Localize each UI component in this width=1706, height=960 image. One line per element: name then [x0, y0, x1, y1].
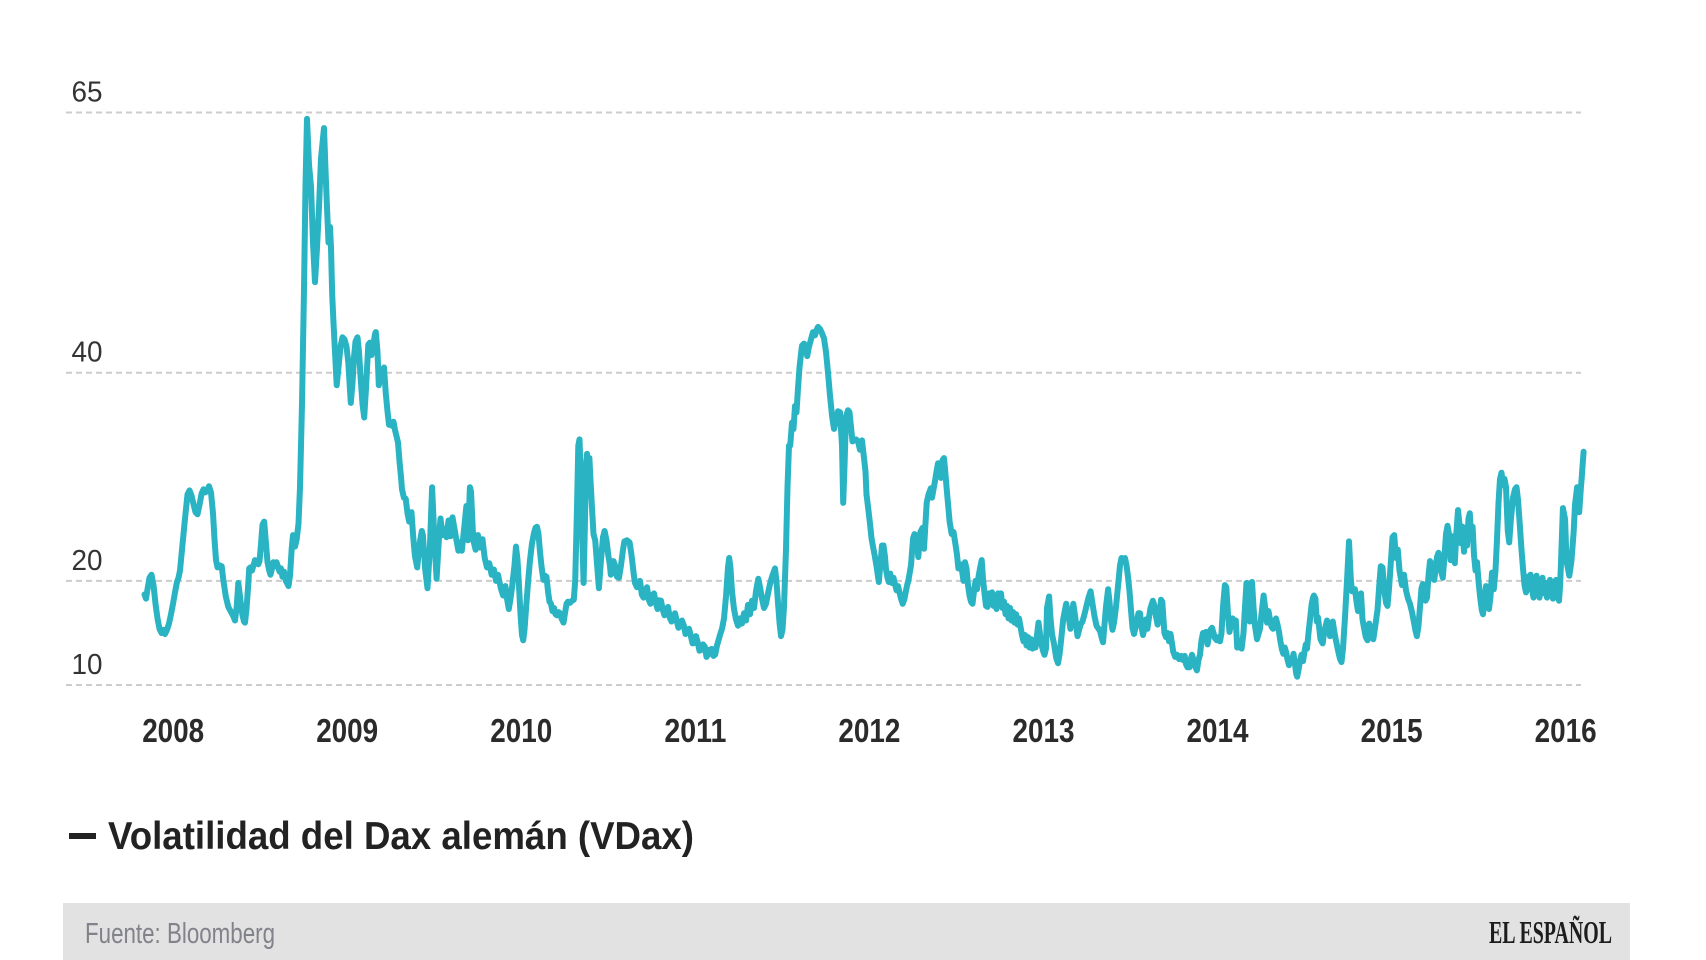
svg-text:EL ESPAÑOL: EL ESPAÑOL	[1489, 914, 1612, 950]
svg-text:2011: 2011	[664, 712, 726, 749]
svg-text:20: 20	[72, 545, 103, 577]
svg-text:2014: 2014	[1187, 712, 1250, 749]
svg-text:2008: 2008	[142, 712, 204, 749]
svg-text:2010: 2010	[490, 712, 552, 749]
svg-text:65: 65	[72, 77, 103, 109]
svg-text:2013: 2013	[1013, 712, 1075, 749]
svg-text:2009: 2009	[316, 712, 378, 749]
svg-text:2015: 2015	[1361, 712, 1423, 749]
svg-text:Fuente: Bloomberg: Fuente: Bloomberg	[85, 918, 275, 950]
svg-text:40: 40	[72, 337, 103, 369]
svg-text:10: 10	[72, 649, 103, 681]
svg-text:2016: 2016	[1535, 712, 1597, 749]
svg-text:2012: 2012	[838, 712, 900, 749]
svg-text:Volatilidad del Dax alemán (VD: Volatilidad del Dax alemán (VDax)	[108, 815, 694, 858]
